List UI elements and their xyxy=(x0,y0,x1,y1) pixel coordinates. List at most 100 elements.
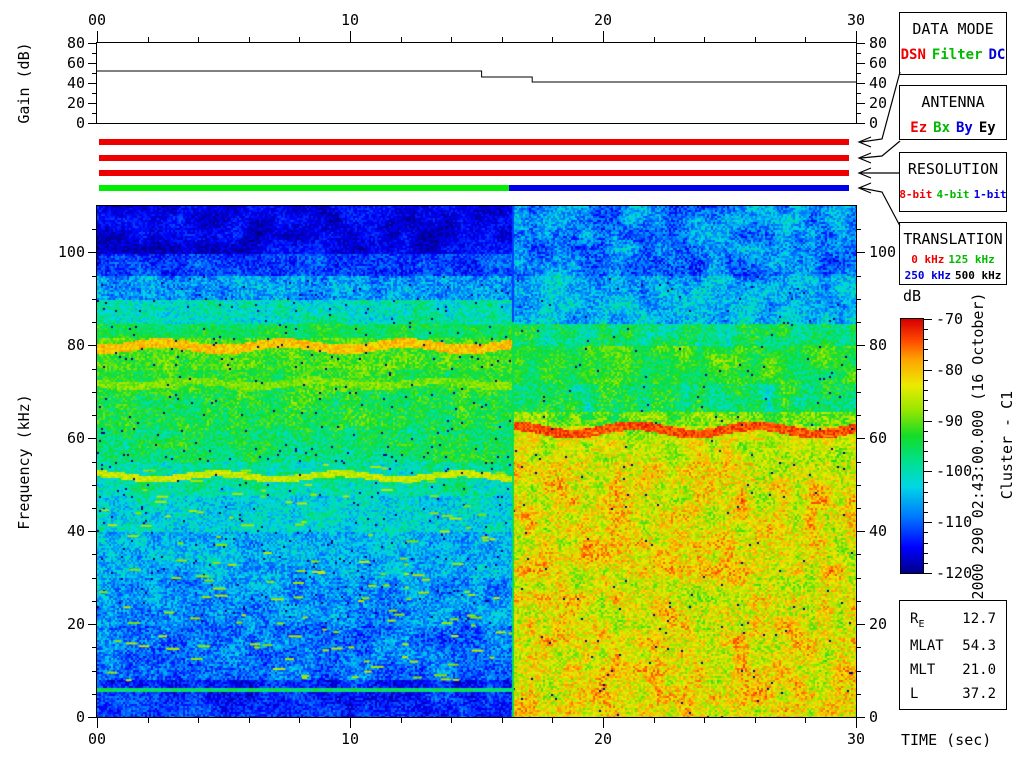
time-xtick-minor xyxy=(198,718,200,723)
freq-ytick-minor-left xyxy=(92,647,97,649)
translation-option-250khz: 250 kHz xyxy=(904,269,951,282)
bar-translation-250-khz xyxy=(509,185,849,191)
gain-ytick-minor-right xyxy=(856,93,861,94)
ephemeris-value-re: 12.7 xyxy=(962,611,996,627)
colorbar-tick-label: -80 xyxy=(936,360,964,379)
freq-ytick-minor-left xyxy=(92,554,97,556)
colorbar-canvas xyxy=(901,319,923,573)
time-xtick-minor xyxy=(299,718,301,723)
freq-ytick-minor-left xyxy=(92,298,97,300)
gain-xtick xyxy=(856,31,857,43)
data-mode-box: DATA MODE DSN Filter DC xyxy=(899,12,1007,75)
translation-title: TRANSLATION xyxy=(903,230,1003,248)
resolution-title: RESOLUTION xyxy=(907,160,999,178)
time-xtick-label: 30 xyxy=(846,730,866,748)
gain-xtick-minor xyxy=(501,37,503,43)
freq-ytick-minor-right xyxy=(856,368,861,370)
ephemeris-row-l: L 37.2 xyxy=(900,686,1006,702)
resolution-option-8bit: 8-bit xyxy=(899,188,933,201)
ephemeris-value-mlat: 54.3 xyxy=(962,637,996,654)
gain-xtick-minor xyxy=(451,37,453,43)
gain-ytick-left xyxy=(88,43,97,44)
colorbar-tick-label: -90 xyxy=(936,411,964,430)
time-xtick-minor xyxy=(754,718,756,723)
gain-ytick-label-left: 40 xyxy=(66,74,85,92)
gain-ytick-label-right: 0 xyxy=(869,114,879,132)
gain-ytick-label-right: 20 xyxy=(869,94,888,112)
antenna-title: ANTENNA xyxy=(921,93,985,111)
gain-ytick-right xyxy=(856,123,865,124)
ephemeris-label-mlat: MLAT xyxy=(910,637,944,654)
gain-ytick-right xyxy=(856,43,865,44)
time-xtick-minor xyxy=(552,718,554,723)
gain-ytick-label-right: 60 xyxy=(869,54,888,72)
gain-ytick-right xyxy=(856,103,865,104)
bar-antenna-ez xyxy=(99,155,849,161)
freq-ytick-minor-right xyxy=(856,670,861,672)
gain-xtick-label: 10 xyxy=(340,11,360,29)
gain-ytick-left xyxy=(88,123,97,124)
gain-xtick-minor xyxy=(653,37,655,43)
antenna-option-bx: Bx xyxy=(933,120,950,136)
gain-line xyxy=(97,70,856,83)
gain-ytick-minor-left xyxy=(92,93,97,94)
time-xtick-minor xyxy=(451,718,453,723)
ephemeris-box: RE 12.7 MLAT 54.3 MLT 21.0 L 37.2 xyxy=(899,600,1007,710)
time-axis-label: TIME (sec) xyxy=(901,731,992,749)
freq-ytick-left xyxy=(88,438,97,440)
freq-ytick-minor-right xyxy=(856,415,861,417)
gain-ytick-label-left: 60 xyxy=(66,54,85,72)
gain-ytick-left xyxy=(88,83,97,84)
freq-ytick-minor-right xyxy=(856,298,861,300)
colorbar-tick xyxy=(924,420,932,422)
colorbar-tick-label: -120 xyxy=(936,564,973,582)
freq-ytick-minor-left xyxy=(92,391,97,393)
freq-ytick-label-left: 40 xyxy=(66,522,85,541)
gain-ytick-minor-right xyxy=(856,113,861,114)
freq-ytick-right xyxy=(856,252,865,254)
arrow-data-mode xyxy=(857,136,872,148)
colorbar-tick-minor xyxy=(924,501,928,503)
colorbar-tick-minor xyxy=(924,552,928,554)
gain-ytick-right xyxy=(856,83,865,84)
freq-ytick-right xyxy=(856,345,865,347)
time-xtick-minor xyxy=(805,718,807,723)
time-xtick xyxy=(350,718,351,728)
gain-line-plot xyxy=(97,70,856,83)
antenna-option-by: By xyxy=(956,120,973,136)
freq-ytick-label-right: 0 xyxy=(869,708,879,726)
freq-ytick-minor-right xyxy=(856,461,861,463)
colorbar-tick-minor xyxy=(924,390,928,392)
freq-ytick-right xyxy=(856,624,865,626)
time-xtick-minor xyxy=(704,718,706,723)
freq-ytick-label-left: 0 xyxy=(75,708,85,726)
freq-ytick-minor-right xyxy=(856,554,861,556)
gain-plot-frame xyxy=(96,42,857,124)
freq-ytick-minor-right xyxy=(856,275,861,277)
freq-ytick-minor-left xyxy=(92,600,97,602)
gain-xtick-minor xyxy=(805,37,807,43)
freq-ytick-minor-right xyxy=(856,229,861,231)
freq-ytick-minor-right xyxy=(856,484,861,486)
arrow-translation xyxy=(857,182,872,194)
colorbar-unit-label: dB xyxy=(902,287,922,305)
freq-ytick-minor-right xyxy=(856,600,861,602)
antenna-option-ez: Ez xyxy=(910,120,928,136)
ephemeris-row-mlat: MLAT 54.3 xyxy=(900,638,1006,654)
translation-box: TRANSLATION 0 kHz 125 kHz 250 kHz 500 kH… xyxy=(899,222,1007,285)
freq-ytick-label-right: 40 xyxy=(869,522,888,541)
colorbar-tick xyxy=(924,573,932,574)
time-xtick-minor xyxy=(501,718,503,723)
freq-ytick-minor-right xyxy=(856,577,861,579)
freq-ytick-minor-left xyxy=(92,275,97,277)
gain-xtick-minor xyxy=(552,37,554,43)
data-mode-option-dc: DC xyxy=(988,47,1006,63)
arrow-translation-tail xyxy=(860,187,901,227)
antenna-box: ANTENNA Ez Bx By Ey xyxy=(899,85,1007,140)
colorbar-tick-minor xyxy=(924,512,928,514)
translation-option-125khz: 125 kHz xyxy=(948,253,995,266)
freq-ytick-left xyxy=(88,252,97,254)
colorbar-tick-minor xyxy=(924,379,928,381)
time-xtick-label: 20 xyxy=(593,730,613,748)
